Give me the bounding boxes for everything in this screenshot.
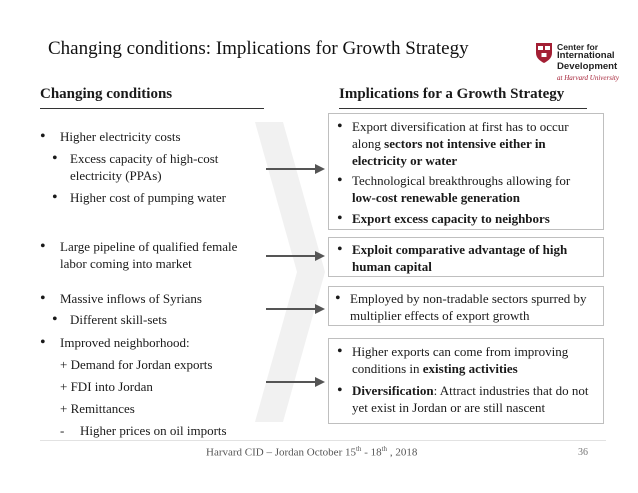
arrow-labor (266, 251, 325, 261)
implication-box-neighborhood: Higher exports can come from improving c… (328, 338, 604, 424)
left-heading-rule (40, 108, 264, 109)
left-group-labor: Large pipeline of qualified female labor… (40, 238, 265, 272)
left-column-heading: Changing conditions (40, 86, 173, 102)
logo-line-2: International (557, 50, 615, 61)
left-group-electricity: Higher electricity costs Excess capacity… (40, 128, 265, 206)
left-group-neighborhood: Improved neighborhood: + Demand for Jord… (40, 334, 270, 439)
right-heading-rule (339, 108, 587, 109)
left-bullet-neighborhood: Improved neighborhood: (40, 334, 270, 351)
background-chevron-shape (255, 122, 325, 422)
implication-box-labor: Exploit comparative advantage of high hu… (328, 237, 604, 277)
slide-footer: Harvard CID – Jordan October 15th - 18th… (206, 445, 418, 459)
left-bullet-labor: Large pipeline of qualified female labor… (40, 238, 265, 272)
left-bullet-electricity: Higher electricity costs (40, 128, 265, 145)
right-column-heading: Implications for a Growth Strategy (339, 86, 565, 102)
footer-rule (40, 440, 606, 441)
left-line-remittances: + Remittances (60, 401, 135, 416)
left-line-demand: + Demand for Jordan exports (60, 357, 213, 372)
arrow-neighborhood (266, 377, 325, 387)
implication-bullet-technology: Technological breakthroughs allowing for… (335, 172, 597, 206)
left-subbullet-skills: Different skill-sets (52, 311, 265, 328)
logo-line-1: Center for (557, 42, 599, 52)
oil-dash: - (60, 423, 65, 438)
oil-text: Higher prices on oil imports (80, 423, 227, 438)
left-subbullet-ppas: Excess capacity of high-cost electricity… (52, 150, 265, 184)
implication-bullet-export-capacity: Export excess capacity to neighbors (335, 210, 597, 227)
left-group-syrians: Massive inflows of Syrians Different ski… (40, 290, 265, 328)
logo-line-3: Development (557, 61, 618, 72)
left-line-oil: - Higher prices on oil imports (40, 422, 270, 439)
implication-bullet-existing-activities: Higher exports can come from improving c… (335, 343, 597, 377)
implication-box-electricity: Export diversification at first has to o… (328, 113, 604, 230)
implication-bullet-diversification: Export diversification at first has to o… (335, 118, 597, 169)
harvard-shield-icon (536, 43, 552, 63)
cid-logo: Center for International Development at … (535, 40, 625, 88)
left-line-fdi: + FDI into Jordan (60, 379, 153, 394)
implication-bullet-nontradable: Employed by non-tradable sectors spurred… (333, 290, 597, 324)
implication-bullet-new-industries: Diversification: Attract industries that… (335, 382, 597, 416)
left-subbullet-water: Higher cost of pumping water (52, 189, 265, 206)
arrow-electricity (266, 164, 325, 174)
logo-line-4: at Harvard University (557, 74, 619, 82)
implication-bullet-human-capital: Exploit comparative advantage of high hu… (335, 241, 597, 275)
left-bullet-syrians: Massive inflows of Syrians (40, 290, 265, 307)
implication-box-syrians: Employed by non-tradable sectors spurred… (328, 286, 604, 326)
slide-title: Changing conditions: Implications for Gr… (48, 38, 469, 59)
page-number: 36 (578, 447, 588, 458)
arrow-syrians (266, 304, 325, 314)
